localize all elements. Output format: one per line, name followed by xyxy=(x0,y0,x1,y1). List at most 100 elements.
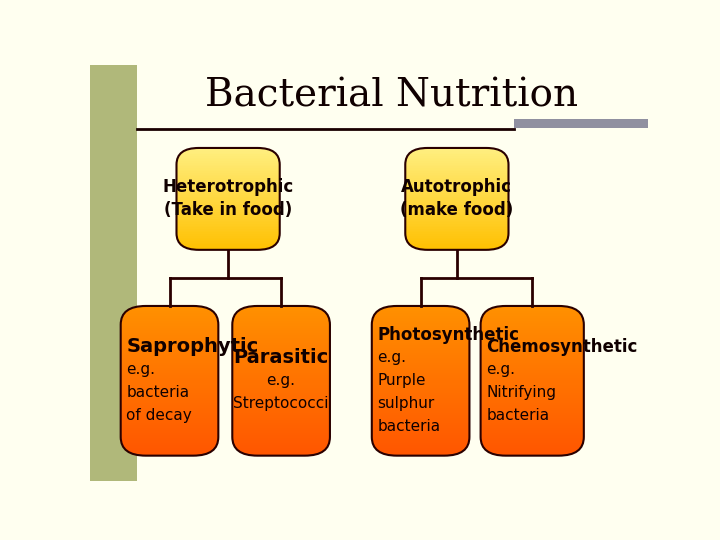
Bar xyxy=(176,248,280,250)
Bar xyxy=(481,426,584,428)
Bar xyxy=(405,224,508,226)
Bar xyxy=(121,330,218,333)
Bar xyxy=(233,443,330,445)
Bar xyxy=(121,400,218,403)
Bar xyxy=(176,187,280,188)
Bar xyxy=(176,231,280,233)
Bar xyxy=(121,435,218,438)
Bar xyxy=(233,448,330,451)
Bar xyxy=(233,313,330,316)
Bar xyxy=(176,199,280,200)
Bar xyxy=(481,423,584,426)
Text: Streptococci: Streptococci xyxy=(233,396,329,411)
Bar xyxy=(372,358,469,361)
Bar xyxy=(176,200,280,202)
Bar xyxy=(481,333,584,336)
Bar xyxy=(372,398,469,401)
Bar xyxy=(372,453,469,456)
Bar xyxy=(121,426,218,428)
Bar xyxy=(176,173,280,175)
Bar xyxy=(233,453,330,456)
Text: (Take in food): (Take in food) xyxy=(164,201,292,219)
Bar xyxy=(372,360,469,363)
Bar xyxy=(176,190,280,192)
Bar xyxy=(233,366,330,368)
Bar xyxy=(176,158,280,160)
Bar xyxy=(372,353,469,356)
Bar xyxy=(233,353,330,356)
Bar xyxy=(121,353,218,356)
Bar xyxy=(405,175,508,177)
Bar xyxy=(176,166,280,168)
Bar xyxy=(233,358,330,361)
Bar xyxy=(121,453,218,456)
Bar xyxy=(233,430,330,433)
Bar xyxy=(233,393,330,396)
Bar xyxy=(233,330,330,333)
Bar xyxy=(405,147,508,150)
Bar xyxy=(121,408,218,411)
Bar xyxy=(372,406,469,408)
Bar xyxy=(405,242,508,245)
Bar xyxy=(481,358,584,361)
Bar xyxy=(405,166,508,168)
Bar xyxy=(233,323,330,326)
Bar xyxy=(176,215,280,218)
Bar xyxy=(233,446,330,448)
Text: of decay: of decay xyxy=(126,408,192,423)
Bar xyxy=(233,388,330,391)
Bar xyxy=(405,207,508,209)
Bar xyxy=(121,363,218,366)
Bar xyxy=(233,310,330,313)
Bar xyxy=(372,378,469,381)
Bar xyxy=(405,190,508,192)
Bar xyxy=(372,393,469,396)
Bar xyxy=(372,310,469,313)
Bar xyxy=(481,353,584,356)
Bar xyxy=(121,378,218,381)
Bar xyxy=(233,318,330,321)
Bar xyxy=(481,348,584,351)
Bar xyxy=(90,65,138,481)
Text: sulphur: sulphur xyxy=(377,396,435,411)
Text: e.g.: e.g. xyxy=(377,350,406,366)
Bar xyxy=(481,346,584,348)
FancyBboxPatch shape xyxy=(481,306,584,456)
Bar xyxy=(121,370,218,373)
Bar xyxy=(121,328,218,331)
Bar xyxy=(121,323,218,326)
Bar xyxy=(233,426,330,428)
Bar xyxy=(481,440,584,443)
Bar xyxy=(405,177,508,179)
Bar xyxy=(233,370,330,373)
Bar xyxy=(233,403,330,406)
Bar xyxy=(481,393,584,396)
Bar xyxy=(121,395,218,399)
Bar xyxy=(405,197,508,199)
Bar xyxy=(233,390,330,393)
Text: e.g.: e.g. xyxy=(126,362,156,377)
Bar xyxy=(121,360,218,363)
Bar xyxy=(481,375,584,379)
Bar xyxy=(233,306,330,308)
Bar xyxy=(176,149,280,151)
Bar xyxy=(481,408,584,411)
Bar xyxy=(405,153,508,155)
Bar xyxy=(176,156,280,158)
Bar xyxy=(372,321,469,323)
Bar xyxy=(121,380,218,383)
Bar xyxy=(121,341,218,343)
Bar xyxy=(176,217,280,219)
Bar xyxy=(481,383,584,386)
Bar xyxy=(372,395,469,399)
Bar xyxy=(481,335,584,339)
Bar xyxy=(233,343,330,346)
Bar xyxy=(121,388,218,391)
Bar xyxy=(176,219,280,221)
Bar xyxy=(372,433,469,436)
Bar xyxy=(233,335,330,339)
Bar xyxy=(372,390,469,393)
Bar xyxy=(176,175,280,177)
Bar xyxy=(372,366,469,368)
Bar xyxy=(176,208,280,211)
